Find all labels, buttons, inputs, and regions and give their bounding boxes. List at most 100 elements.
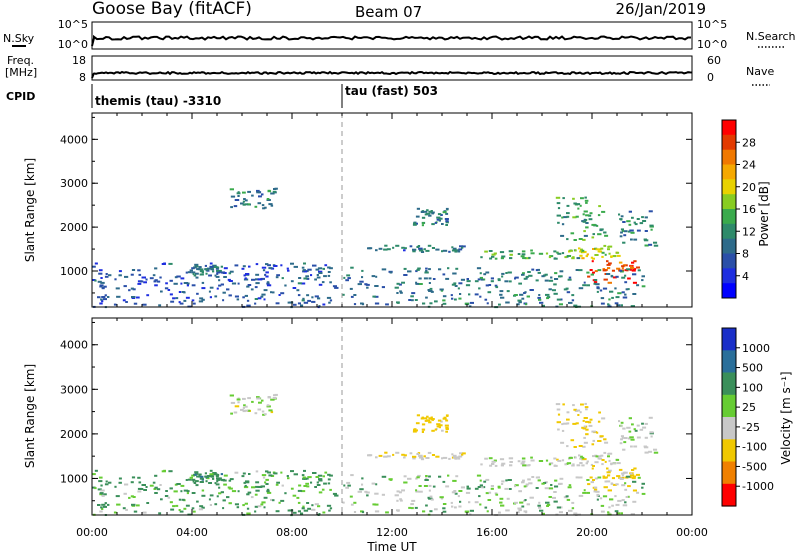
- power-cell: [582, 238, 586, 241]
- velocity-cell: [245, 405, 248, 408]
- velocity-cell: [556, 408, 561, 411]
- power-cell: [517, 299, 522, 302]
- velocity-cell: [322, 475, 325, 478]
- power-cell: [585, 214, 590, 217]
- velocity-cell: [251, 486, 256, 489]
- velocity-cell: [453, 490, 457, 492]
- power-cell: [312, 264, 317, 267]
- power-cell: [350, 295, 354, 298]
- velocity-cell: [237, 490, 240, 493]
- velocity-cell: [514, 484, 519, 487]
- velocity-cell: [342, 501, 345, 504]
- power-cell: [595, 248, 599, 251]
- velocity-cell: [289, 509, 294, 512]
- velocity-cell: [296, 496, 300, 499]
- velocity-cell: [220, 473, 223, 476]
- velocity-cell: [431, 454, 435, 456]
- velocity-cell: [587, 483, 591, 486]
- velocity-cell: [457, 495, 460, 498]
- power-cell: [597, 250, 600, 253]
- power-cell: [423, 277, 428, 280]
- velocity-cell: [243, 486, 249, 489]
- power-cell: [631, 261, 635, 264]
- power-cell: [454, 250, 458, 253]
- power-cell: [191, 299, 195, 302]
- velocity-cell: [582, 427, 587, 430]
- power-cell: [620, 231, 623, 234]
- velocity-cell: [169, 501, 173, 504]
- power-cell: [483, 273, 487, 276]
- velocity-cell: [401, 489, 405, 492]
- power-cell: [180, 277, 185, 280]
- velocity-cell: [350, 503, 354, 506]
- velocity-cell: [615, 458, 620, 461]
- velocity-cell: [593, 486, 598, 489]
- velocity-cell: [608, 469, 612, 472]
- velocity-cell: [581, 456, 585, 459]
- velocity-scatter: [92, 393, 659, 517]
- velocity-cell: [412, 430, 417, 433]
- velocity-cell: [170, 508, 175, 511]
- power-cell: [244, 277, 247, 280]
- velocity-cell: [99, 493, 103, 496]
- velocity-cell: [459, 500, 462, 503]
- power-cell: [381, 268, 387, 271]
- power-cell: [395, 244, 400, 247]
- power-cell: [639, 222, 644, 225]
- power-cell: [466, 280, 471, 283]
- velocity-cell: [550, 484, 553, 486]
- power-cell: [218, 284, 222, 287]
- power-cell: [537, 268, 540, 271]
- velocity-cell: [263, 506, 266, 509]
- power-cell: [441, 250, 444, 253]
- power-cell: [364, 283, 368, 286]
- velocity-cell: [644, 451, 649, 454]
- power-cell: [489, 257, 493, 260]
- velocity-cell: [128, 496, 131, 499]
- velocity-cell: [311, 504, 314, 507]
- power-cell: [425, 270, 428, 272]
- velocity-cell: [345, 486, 349, 489]
- velocity-cell: [631, 477, 636, 480]
- velocity-cell: [445, 414, 449, 417]
- power-cell: [485, 284, 489, 287]
- power-cell: [585, 222, 589, 224]
- power-cell: [624, 293, 627, 296]
- velocity-cell: [548, 487, 554, 490]
- power-cell: [280, 264, 283, 267]
- velocity-cell: [621, 484, 626, 487]
- velocity-cell: [209, 504, 212, 506]
- velocity-cell: [180, 484, 185, 487]
- power-cell: [100, 281, 105, 284]
- power-cell: [498, 303, 501, 306]
- freq-label-line2: [MHz]: [5, 66, 37, 79]
- velocity-cell: [260, 485, 265, 488]
- power-cell: [462, 245, 466, 248]
- power-cell: [302, 297, 305, 300]
- velocity-cell: [575, 476, 579, 479]
- power-cell: [318, 305, 321, 308]
- velocity-cell: [159, 484, 162, 486]
- power-cell: [648, 210, 653, 213]
- velocity-cell: [624, 501, 627, 504]
- power-cell: [267, 190, 272, 193]
- power-cell: [199, 268, 204, 271]
- power-cell: [549, 255, 554, 258]
- velocity-cell: [615, 483, 619, 486]
- velocity-cell: [637, 476, 641, 479]
- velocity-cell: [633, 445, 638, 448]
- velocity-cell: [568, 456, 573, 459]
- velocity-cell: [592, 465, 595, 467]
- power-cell: [303, 301, 309, 304]
- velocity-cell: [300, 490, 306, 493]
- power-cell: [412, 248, 417, 251]
- power-cell: [556, 251, 559, 254]
- velocity-cell: [561, 459, 565, 462]
- velocity-cell: [198, 473, 202, 476]
- power-cell: [298, 277, 302, 279]
- power-cell: [594, 254, 599, 256]
- power-cell: [601, 251, 605, 254]
- x-tick-label: 00:00: [676, 526, 708, 539]
- velocity-cell: [218, 492, 222, 495]
